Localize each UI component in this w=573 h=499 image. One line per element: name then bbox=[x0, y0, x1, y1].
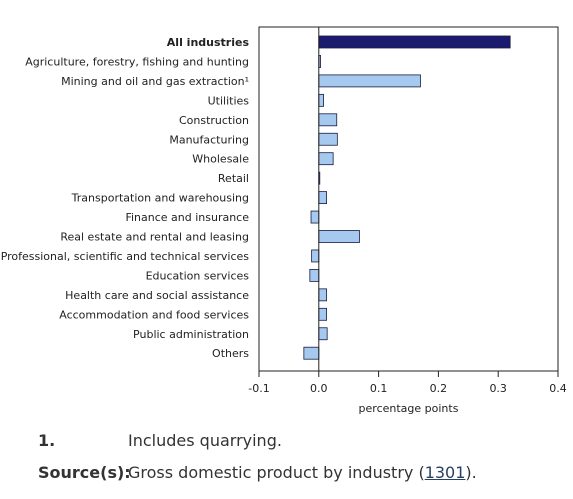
bar[interactable] bbox=[318, 152, 334, 166]
bar[interactable] bbox=[318, 230, 360, 243]
category-label: Manufacturing bbox=[169, 133, 249, 146]
bar[interactable] bbox=[318, 191, 327, 205]
source-line: Source(s): Gross domestic product by ind… bbox=[38, 463, 558, 495]
category-label: Education services bbox=[146, 269, 250, 282]
bar[interactable] bbox=[309, 268, 320, 282]
bar[interactable] bbox=[318, 74, 421, 88]
source-table-link[interactable]: 1301 bbox=[424, 463, 466, 482]
category-label: Wholesale bbox=[192, 153, 249, 166]
bar-chart: All industries Agriculture, forestry, fis… bbox=[1, 26, 567, 415]
bar[interactable] bbox=[318, 132, 338, 146]
category-label: Professional, scientific and technical s… bbox=[1, 250, 250, 263]
category-label: Accommodation and food services bbox=[59, 308, 249, 321]
bar[interactable] bbox=[303, 346, 320, 360]
source-text-before: Gross domestic product by industry ( bbox=[128, 463, 425, 482]
category-label: Construction bbox=[179, 114, 249, 127]
category-label: Others bbox=[212, 347, 249, 360]
x-tick-label: 0.0 bbox=[310, 382, 328, 395]
x-tick-label: -0.1 bbox=[248, 382, 269, 395]
footnote-1: 1. Includes quarrying. bbox=[38, 431, 558, 463]
x-tick-label: 0.1 bbox=[370, 382, 388, 395]
bar[interactable] bbox=[318, 113, 338, 127]
category-label: Mining and oil and gas extraction¹ bbox=[61, 75, 249, 88]
x-tick-label: 0.3 bbox=[489, 382, 507, 395]
footnote-text: Includes quarrying. bbox=[128, 431, 282, 450]
source-label: Source(s): bbox=[38, 463, 131, 482]
category-label: Real estate and rental and leasing bbox=[60, 231, 249, 244]
footnote-number: 1. bbox=[38, 431, 56, 450]
category-label: Public administration bbox=[133, 328, 249, 341]
category-label: Agriculture, forestry, fishing and hunti… bbox=[25, 55, 249, 68]
x-tick-label: 0.2 bbox=[430, 382, 448, 395]
bar[interactable] bbox=[311, 249, 320, 263]
bar[interactable] bbox=[318, 35, 511, 49]
category-label: Transportation and warehousing bbox=[71, 192, 249, 205]
bar[interactable] bbox=[310, 210, 320, 224]
source-text-after: ). bbox=[465, 463, 477, 482]
category-label: All industries bbox=[167, 36, 250, 49]
bar[interactable] bbox=[318, 327, 328, 341]
category-label: Utilities bbox=[208, 94, 250, 107]
bar[interactable] bbox=[318, 288, 327, 302]
x-tick-label: 0.4 bbox=[549, 382, 567, 395]
category-label: Retail bbox=[218, 172, 249, 185]
x-axis-title: percentage points bbox=[359, 402, 459, 415]
category-label: Health care and social assistance bbox=[65, 289, 249, 302]
category-label: Finance and insurance bbox=[125, 211, 249, 224]
bar[interactable] bbox=[318, 307, 327, 321]
bar[interactable] bbox=[318, 93, 324, 107]
footnotes: 1. Includes quarrying. Source(s): Gross … bbox=[38, 431, 558, 495]
